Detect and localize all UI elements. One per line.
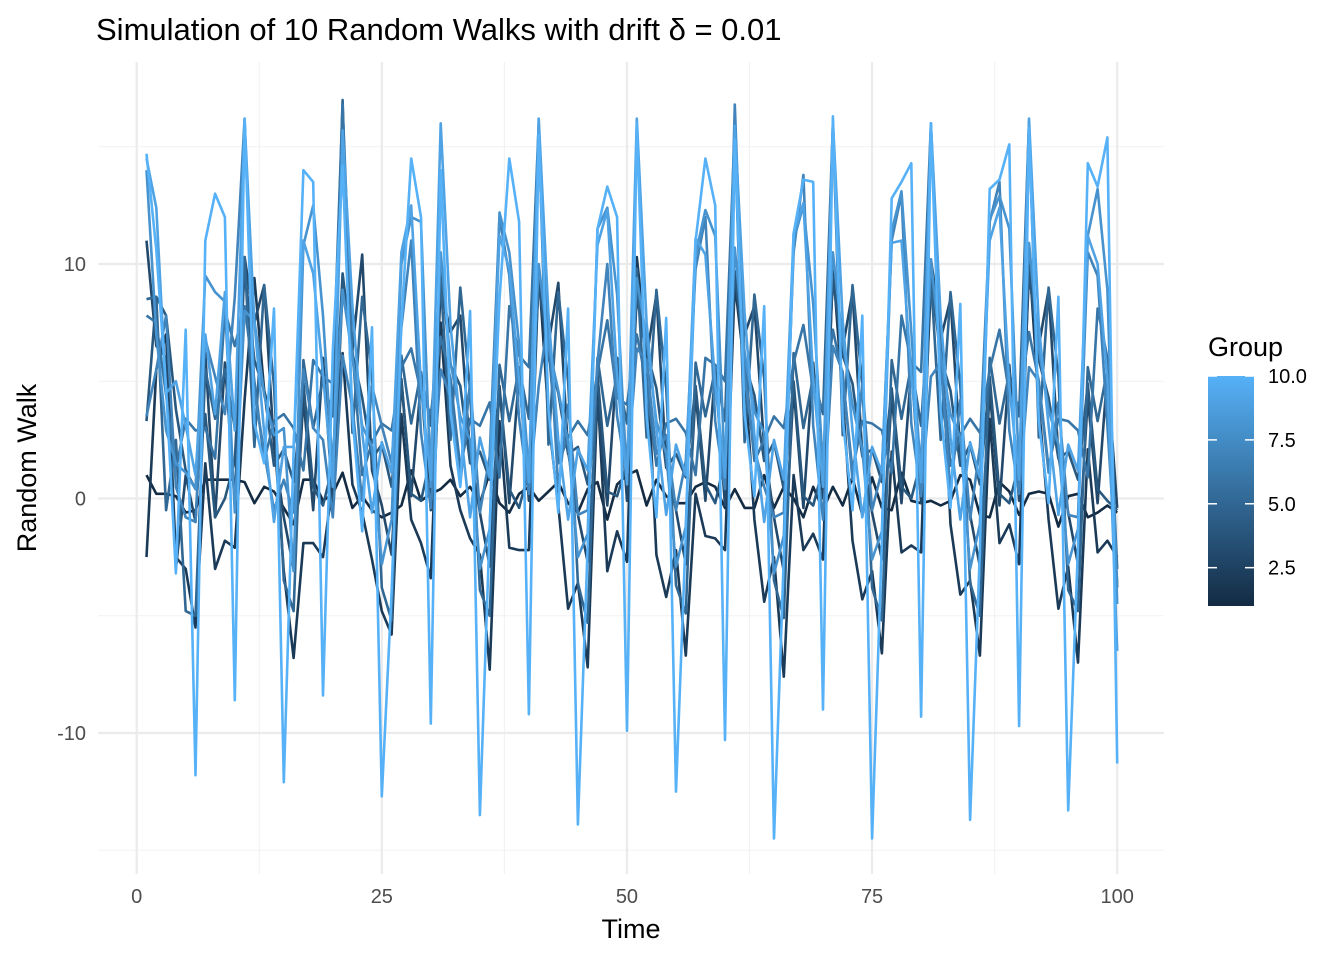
legend: Group 2.5 5.0 7.5 10.0: [1208, 332, 1307, 606]
legend-label: 2.5: [1268, 558, 1296, 580]
y-tick-label: 10: [64, 254, 86, 276]
legend-label: 7.5: [1268, 430, 1296, 452]
series-lines: [145, 98, 1119, 840]
y-axis-tick-labels: -10 0 10: [57, 254, 86, 745]
x-axis-title: Time: [602, 914, 661, 944]
chart-title: Simulation of 10 Random Walks with drift…: [96, 12, 782, 47]
legend-colorbar: [1208, 376, 1254, 606]
x-tick-label: 75: [861, 886, 883, 908]
legend-title: Group: [1208, 332, 1283, 362]
legend-label: 5.0: [1268, 494, 1296, 516]
y-axis-title: Random Walk: [12, 383, 42, 552]
x-tick-label: 50: [616, 886, 638, 908]
series-line-group-9: [145, 117, 1119, 651]
y-tick-label: 0: [75, 489, 86, 511]
x-tick-label: 0: [131, 886, 142, 908]
x-tick-label: 100: [1101, 886, 1134, 908]
x-tick-label: 25: [371, 886, 393, 908]
legend-label: 10.0: [1268, 366, 1307, 388]
x-axis-tick-labels: 0 25 50 75 100: [131, 886, 1134, 908]
y-tick-label: -10: [57, 723, 86, 745]
series-line-group-10: [145, 115, 1119, 840]
